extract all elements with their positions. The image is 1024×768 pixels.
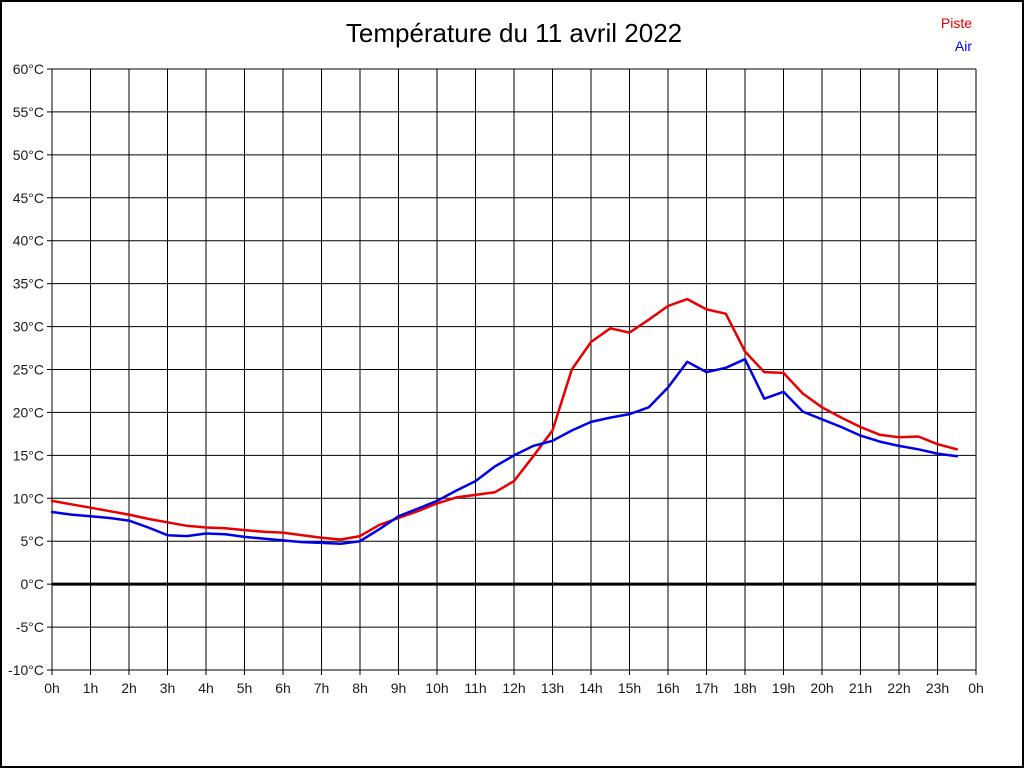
x-tick-label: 18h <box>733 680 756 696</box>
legend-item-piste: Piste <box>940 15 972 31</box>
x-tick-label: 16h <box>656 680 679 696</box>
x-tick-label: 0h <box>968 680 984 696</box>
x-tick-label: 6h <box>275 680 291 696</box>
air-line <box>50 357 959 546</box>
y-tick-label: 20°C <box>13 404 44 420</box>
piste-line <box>50 297 959 541</box>
y-tick-label: 40°C <box>13 233 44 249</box>
x-tick-label: 4h <box>198 680 214 696</box>
chart-title: Température du 11 avril 2022 <box>345 18 683 48</box>
x-tick-label: 14h <box>579 680 602 696</box>
x-tick-label: 9h <box>391 680 407 696</box>
x-tick-label: 17h <box>695 680 718 696</box>
x-tick-label: 0h <box>44 680 60 696</box>
x-tick-label: 8h <box>352 680 368 696</box>
x-tick-label: 20h <box>810 680 833 696</box>
y-tick-label: 15°C <box>13 447 44 463</box>
y-tick-label: -5°C <box>16 619 44 635</box>
x-tick-label: 12h <box>502 680 525 696</box>
y-tick-label: 25°C <box>13 362 44 378</box>
x-tick-label: 10h <box>425 680 448 696</box>
x-tick-label: 21h <box>849 680 872 696</box>
y-tick-label: 45°C <box>13 190 44 206</box>
x-tick-label: 5h <box>237 680 253 696</box>
y-tick-label: 5°C <box>21 533 45 549</box>
legend: Piste Air <box>941 12 972 58</box>
x-tick-label: 3h <box>160 680 176 696</box>
x-tick-label: 11h <box>464 680 486 696</box>
x-tick-label: 1h <box>83 680 99 696</box>
x-tick-label: 15h <box>618 680 641 696</box>
legend-item-air: Air <box>954 38 972 54</box>
y-tick-label: 30°C <box>13 319 44 335</box>
y-tick-label: 60°C <box>13 61 44 77</box>
y-tick-label: 35°C <box>13 276 44 292</box>
y-tick-label: 55°C <box>13 104 44 120</box>
y-tick-label: 0°C <box>21 576 45 592</box>
x-tick-label: 2h <box>121 680 137 696</box>
y-tick-label: 10°C <box>13 490 44 506</box>
y-tick-label: -10°C <box>8 662 44 678</box>
x-tick-label: 19h <box>772 680 795 696</box>
x-tick-label: 7h <box>314 680 330 696</box>
x-tick-label: 22h <box>887 680 910 696</box>
x-tick-label: 13h <box>541 680 564 696</box>
x-tick-label: 23h <box>926 680 949 696</box>
y-tick-label: 50°C <box>13 147 44 163</box>
